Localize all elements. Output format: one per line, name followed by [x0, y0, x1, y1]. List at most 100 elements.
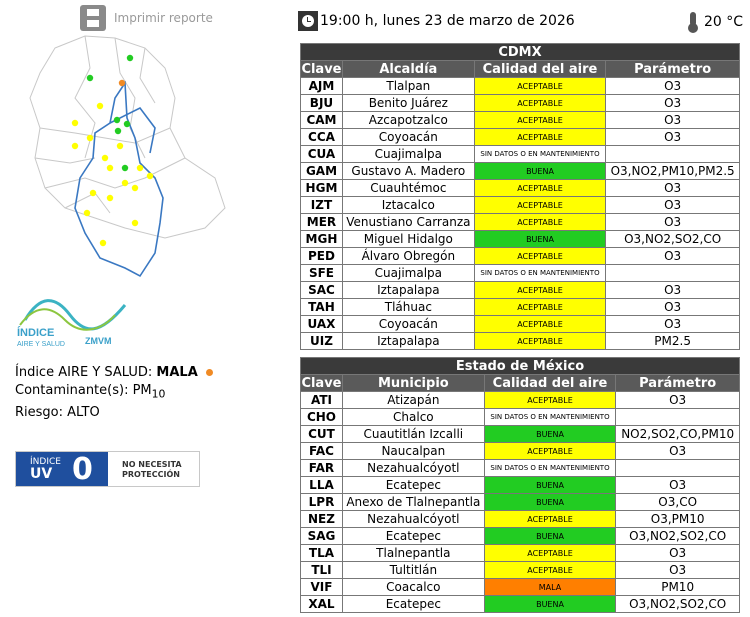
station-dot[interactable]: [131, 184, 139, 192]
station-parameter: PM10: [615, 578, 740, 596]
station-dot[interactable]: [99, 239, 107, 247]
station-parameter: O3: [605, 77, 740, 95]
station-dot[interactable]: [118, 79, 126, 87]
station-dot[interactable]: [101, 154, 109, 162]
station-code: SAC: [300, 281, 343, 299]
table-row: XAL Ecatepec BUENA O3,NO2,SO2,CO: [300, 595, 740, 613]
air-quality-status: ACEPTABLE: [483, 391, 617, 409]
air-quality-status: ACEPTABLE: [483, 442, 617, 460]
contaminante-sub: 10: [151, 387, 166, 401]
station-code: FAR: [300, 459, 343, 477]
column-header: Clave: [300, 60, 343, 78]
station-dot[interactable]: [126, 54, 134, 62]
station-code: TLA: [300, 544, 343, 562]
table-row: GAM Gustavo A. Madero BUENA O3,NO2,PM10,PM2…: [300, 162, 740, 180]
station-location: Coyoacán: [341, 315, 475, 333]
air-quality-status: ACEPTABLE: [473, 247, 607, 265]
print-report-button[interactable]: Imprimir reporte: [80, 5, 213, 31]
clock-icon: [298, 11, 318, 31]
contaminante-value: PM: [132, 383, 152, 398]
station-code: GAM: [300, 162, 343, 180]
station-dot[interactable]: [146, 172, 154, 180]
svg-text:ÍNDICE: ÍNDICE: [17, 326, 54, 339]
station-dot[interactable]: [123, 120, 131, 128]
table-row: TAH Tláhuac ACEPTABLE O3: [300, 298, 740, 316]
station-dot[interactable]: [71, 119, 79, 127]
table-row: CUA Cuajimalpa SIN DATOS O EN MANTENIMIENT…: [300, 145, 740, 163]
air-quality-status: ACEPTABLE: [473, 196, 607, 214]
station-code: MGH: [300, 230, 343, 248]
station-parameter: O3,CO: [615, 493, 740, 511]
station-dot[interactable]: [89, 189, 97, 197]
air-quality-status: MALA: [483, 578, 617, 596]
station-dot[interactable]: [121, 179, 129, 187]
station-code: VIF: [300, 578, 343, 596]
station-dot[interactable]: [114, 127, 122, 135]
station-location: Coacalco: [341, 578, 485, 596]
station-parameter: [615, 408, 740, 426]
station-location: Ecatepec: [341, 476, 485, 494]
indice-aire-salud-logo: ÍNDICE AIRE Y SALUD ZMVM: [17, 299, 127, 348]
print-report-label: Imprimir reporte: [114, 11, 213, 25]
station-dot[interactable]: [71, 142, 79, 150]
station-dot[interactable]: [86, 74, 94, 82]
table-row: UAX Coyoacán ACEPTABLE O3: [300, 315, 740, 333]
station-parameter: O3: [615, 391, 740, 409]
station-parameter: PM2.5: [605, 332, 740, 350]
station-dot[interactable]: [83, 209, 91, 217]
column-header: Parámetro: [615, 374, 740, 392]
uv-message-line1: NO NECESITA: [122, 460, 182, 469]
station-code: CHO: [300, 408, 343, 426]
station-location: Gustavo A. Madero: [341, 162, 475, 180]
station-location: Álvaro Obregón: [341, 247, 475, 265]
station-dot[interactable]: [121, 164, 129, 172]
air-health-summary: Índice AIRE Y SALUD: MALA Contaminante(s…: [15, 364, 213, 422]
air-quality-status: ACEPTABLE: [473, 213, 607, 231]
air-quality-status: ACEPTABLE: [473, 94, 607, 112]
edomex-title: Estado de México: [300, 357, 740, 375]
station-location: Miguel Hidalgo: [341, 230, 475, 248]
cdmx-title: CDMX: [300, 43, 740, 61]
air-quality-status: ACEPTABLE: [473, 281, 607, 299]
station-parameter: O3,NO2,SO2,CO: [615, 527, 740, 545]
station-parameter: O3: [605, 196, 740, 214]
station-parameter: O3: [615, 476, 740, 494]
station-dot[interactable]: [86, 134, 94, 142]
table-row: BJU Benito Juárez ACEPTABLE O3: [300, 94, 740, 112]
uv-message-line2: PROTECCIÓN: [122, 470, 180, 479]
station-code: SFE: [300, 264, 343, 282]
station-dot[interactable]: [96, 102, 104, 110]
station-dot[interactable]: [106, 164, 114, 172]
station-dot[interactable]: [113, 116, 121, 124]
station-location: Cuajimalpa: [341, 264, 475, 282]
station-parameter: O3: [605, 213, 740, 231]
air-quality-status: ACEPTABLE: [473, 128, 607, 146]
station-location: Nezahualcóyotl: [341, 510, 485, 528]
air-quality-status: SIN DATOS O EN MANTENIMIENTO: [473, 264, 607, 282]
cdmx-table: CDMX Clave Alcaldía Calidad del aire Par…: [300, 43, 740, 350]
station-code: CCA: [300, 128, 343, 146]
station-dot[interactable]: [116, 142, 124, 150]
station-code: SAG: [300, 527, 343, 545]
station-location: Cuauhtémoc: [341, 179, 475, 197]
air-quality-status: ACEPTABLE: [473, 179, 607, 197]
station-code: NEZ: [300, 510, 343, 528]
station-code: LPR: [300, 493, 343, 511]
svg-text:AIRE Y SALUD: AIRE Y SALUD: [17, 341, 65, 348]
table-row: CAM Azcapotzalco ACEPTABLE O3: [300, 111, 740, 129]
air-quality-status: BUENA: [473, 230, 607, 248]
station-dot[interactable]: [131, 219, 139, 227]
air-quality-status: ACEPTABLE: [483, 510, 617, 528]
table-row: SFE Cuajimalpa SIN DATOS O EN MANTENIMIENT…: [300, 264, 740, 282]
table-row: MER Venustiano Carranza ACEPTABLE O3: [300, 213, 740, 231]
riesgo-label: Riesgo:: [15, 404, 64, 420]
report-datetime-bar: 19:00 h, lunes 23 de marzo de 2026 20 °C: [298, 11, 743, 33]
station-dot[interactable]: [136, 164, 144, 172]
edomex-table: Estado de México Clave Municipio Calidad…: [300, 357, 740, 613]
column-header: Clave: [300, 374, 343, 392]
station-dot[interactable]: [106, 194, 114, 202]
station-location: Iztapalapa: [341, 281, 475, 299]
air-quality-status: SIN DATOS O EN MANTENIMIENTO: [483, 459, 617, 477]
air-quality-status: BUENA: [483, 493, 617, 511]
column-header: Parámetro: [605, 60, 740, 78]
